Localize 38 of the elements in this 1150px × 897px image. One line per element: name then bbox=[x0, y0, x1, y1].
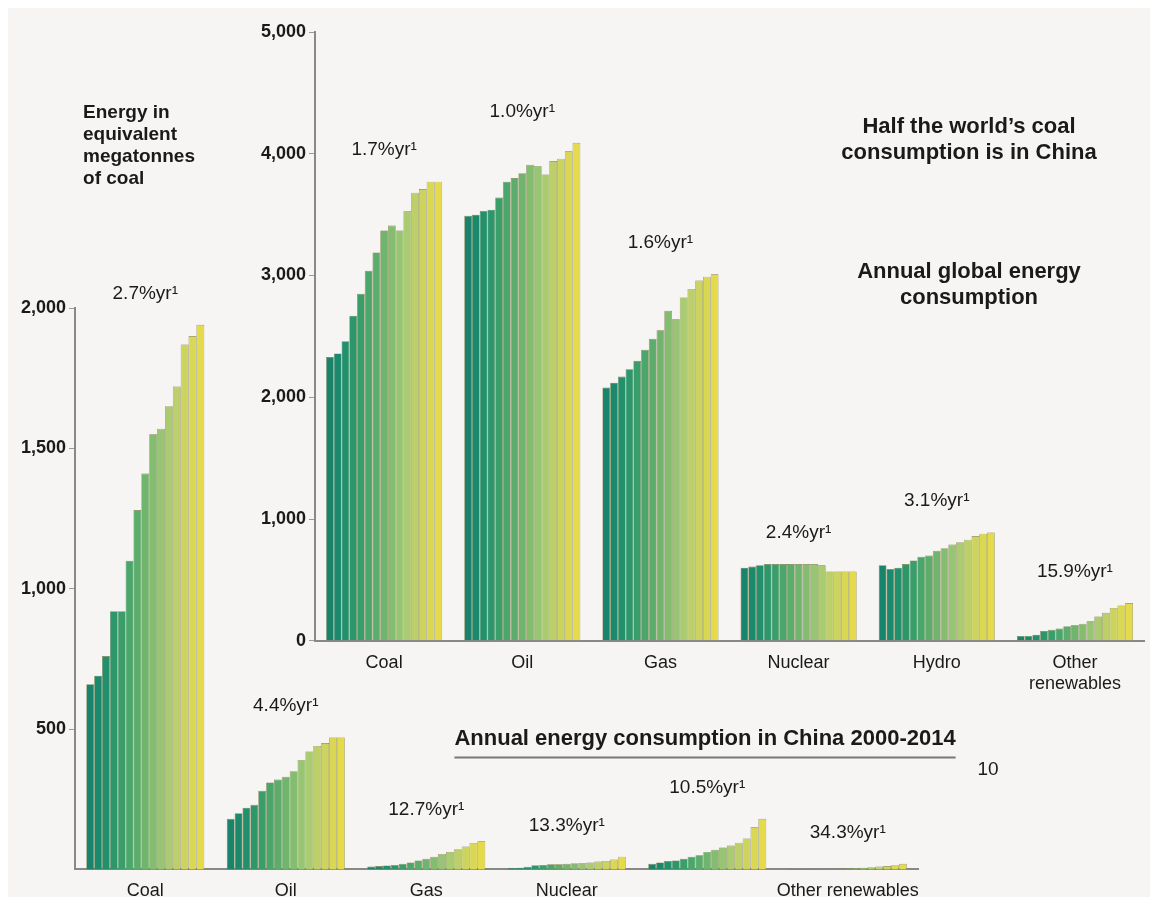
y-tick-label: 0 bbox=[296, 629, 307, 650]
annotation: 12.7%yr¹ bbox=[388, 798, 465, 820]
y-tick-label: 1,000 bbox=[21, 577, 67, 598]
text: Annual global energy consumption bbox=[857, 258, 1082, 310]
annotation: 13.3%yr¹ bbox=[528, 813, 605, 835]
y-axis-title: Energy in equivalent megatonnes of coal bbox=[83, 101, 195, 189]
annotation: 1.6%yr¹ bbox=[627, 231, 694, 253]
y-tick-label: 4,000 bbox=[261, 142, 307, 163]
x-tick-label: Nuclear bbox=[767, 651, 830, 672]
y-tick-label: 500 bbox=[36, 718, 67, 739]
text: 10 bbox=[977, 758, 999, 780]
x-tick-label: Gas bbox=[643, 651, 677, 672]
text: Half the world’s coal consumption is in China bbox=[841, 113, 1098, 165]
annotation: 2.4%yr¹ bbox=[765, 520, 832, 542]
x-tick-label: Coal bbox=[365, 651, 403, 672]
annotation: 34.3%yr¹ bbox=[809, 820, 886, 842]
x-tick-label: Coal bbox=[126, 880, 164, 897]
text: Annual energy consumption in China 2000-2014 bbox=[454, 725, 957, 751]
x-tick-label: Hydro bbox=[912, 651, 961, 672]
annotation: 4.4%yr¹ bbox=[253, 694, 319, 716]
x-tick-label: Oil bbox=[274, 880, 297, 897]
x-tick-label: Gas bbox=[409, 880, 443, 897]
y-tick-label: 3,000 bbox=[261, 264, 307, 285]
y-tick-label: 1,000 bbox=[261, 508, 307, 529]
x-tick-label: Nuclear bbox=[535, 880, 598, 897]
text: 2.7%yr¹ bbox=[112, 281, 179, 303]
annotation: 1.0%yr¹ bbox=[489, 99, 556, 121]
x-tick-label: Other renewables bbox=[776, 880, 919, 897]
x-tick-label: Oil bbox=[511, 651, 534, 672]
annotation: 15.9%yr¹ bbox=[1036, 559, 1113, 581]
y-tick-label: 2,000 bbox=[261, 386, 307, 407]
annotation: 10.5%yr¹ bbox=[669, 775, 746, 797]
y-tick-label: 5,000 bbox=[261, 20, 307, 41]
annotation: 1.7%yr¹ bbox=[351, 138, 417, 160]
y-tick-label: 1,500 bbox=[21, 437, 67, 458]
x-tick-label: Other renewables bbox=[1028, 651, 1121, 694]
annotation: 3.1%yr¹ bbox=[904, 489, 970, 511]
y-tick-label: 2,000 bbox=[21, 296, 67, 317]
